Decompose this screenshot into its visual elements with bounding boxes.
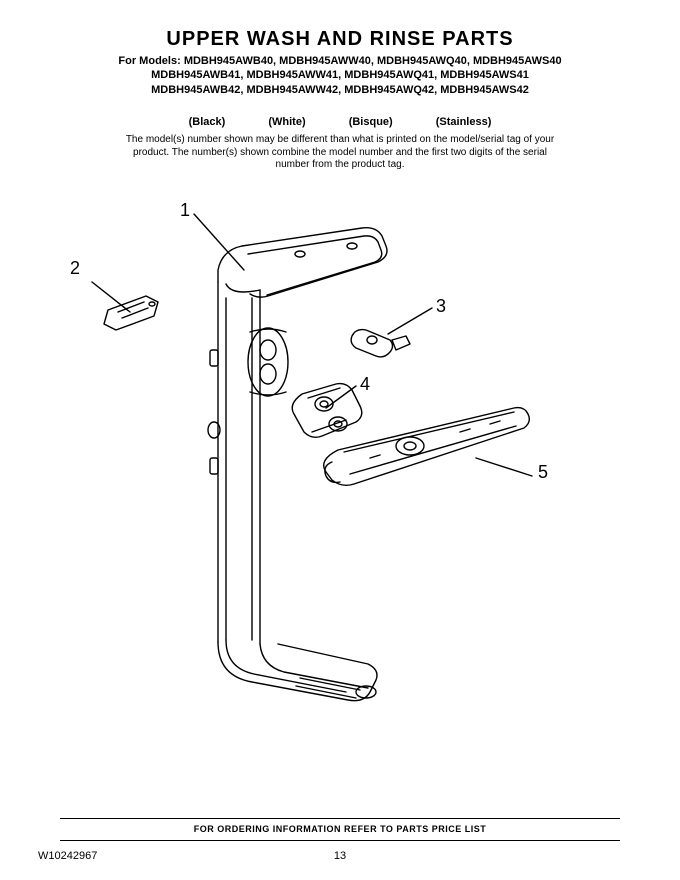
footer-text: FOR ORDERING INFORMATION REFER TO PARTS … xyxy=(0,824,680,834)
part-3-retainer xyxy=(351,330,410,357)
models-line-2: MDBH945AWB42, MDBH945AWW42, MDBH945AWQ42… xyxy=(151,84,529,96)
footer-rule-bottom xyxy=(60,840,620,841)
models-line-0: MDBH945AWB40, MDBH945AWW40, MDBH945AWQ40… xyxy=(184,55,562,67)
parts-diagram-page: UPPER WASH AND RINSE PARTS For Models: M… xyxy=(0,0,680,880)
models-prefix: For Models: xyxy=(118,55,180,67)
callout-4: 4 xyxy=(360,374,370,395)
footer-rule-top xyxy=(60,818,620,819)
diagram-svg xyxy=(0,180,680,800)
color-stainless: (Stainless) xyxy=(436,116,492,128)
page-title: UPPER WASH AND RINSE PARTS xyxy=(0,28,680,51)
colors-row: (Black) (White) (Bisque) (Stainless) xyxy=(0,116,680,128)
callout-3: 3 xyxy=(436,296,446,317)
color-white: (White) xyxy=(268,116,305,128)
part-2-clip xyxy=(104,296,158,330)
models-line-1: MDBH945AWB41, MDBH945AWW41, MDBH945AWQ41… xyxy=(151,69,529,81)
page-number: 13 xyxy=(0,850,680,862)
callout-2: 2 xyxy=(70,258,80,279)
color-black: (Black) xyxy=(189,116,226,128)
part-4-hub xyxy=(292,384,362,438)
callout-5: 5 xyxy=(538,462,548,483)
part-5-spray-arm xyxy=(324,408,530,486)
callout-1: 1 xyxy=(180,200,190,221)
exploded-diagram: 1 2 3 4 5 xyxy=(0,180,680,800)
models-block: For Models: MDBH945AWB40, MDBH945AWW40, … xyxy=(0,54,680,97)
color-bisque: (Bisque) xyxy=(349,116,393,128)
part-1-conduit xyxy=(208,228,387,701)
model-note: The model(s) number shown may be differe… xyxy=(120,134,560,172)
